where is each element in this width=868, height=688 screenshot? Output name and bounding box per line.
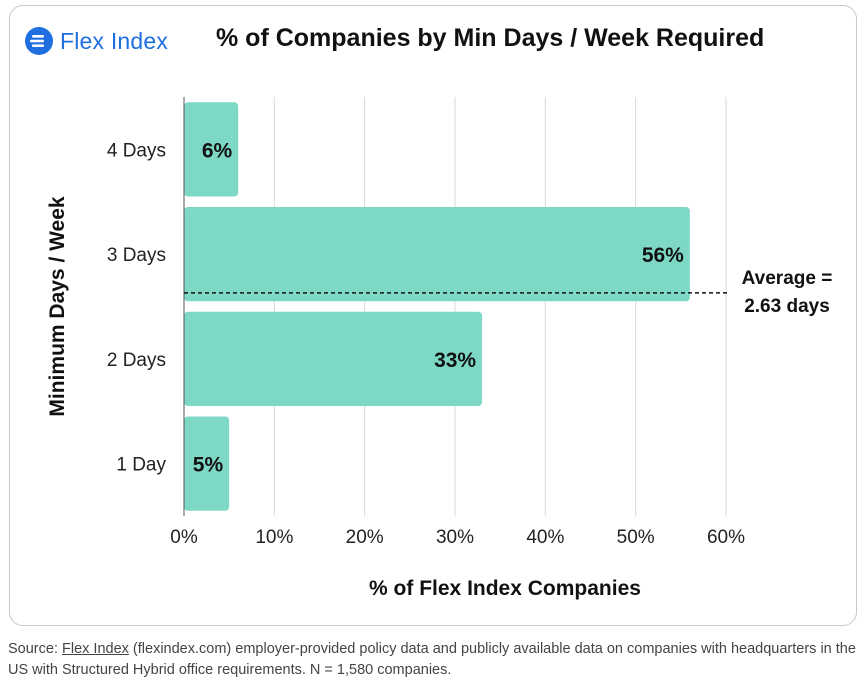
y-axis-label: Minimum Days / Week [46, 196, 69, 417]
category-label: 4 Days [107, 140, 166, 161]
bar [184, 311, 483, 407]
bar-value-label: 56% [642, 244, 684, 267]
x-axis-label: % of Flex Index Companies [369, 577, 641, 600]
category-label: 2 Days [107, 350, 166, 371]
bar-chart: 6% 4 Days 56% 3 Days 33% 2 Days 5% 1 Day 0% 10% 20… [46, 97, 833, 600]
x-tick-label: 60% [707, 527, 745, 548]
bar [184, 206, 690, 302]
flex-index-logo-icon [25, 27, 53, 55]
category-label: 1 Day [116, 455, 166, 476]
chart-title: % of Companies by Min Days / Week Requir… [216, 24, 765, 52]
average-label-line2: 2.63 days [744, 296, 830, 317]
source-prefix: Source: [8, 641, 62, 657]
bar [184, 416, 230, 511]
bar-value-label: 33% [434, 349, 476, 372]
bar-value-label: 6% [202, 139, 233, 162]
x-tick-label: 10% [255, 527, 293, 548]
bar-value-label: 5% [193, 454, 224, 477]
x-tick-label: 20% [346, 527, 384, 548]
source-link[interactable]: Flex Index [62, 641, 129, 657]
bar [184, 102, 239, 197]
category-label: 3 Days [107, 245, 166, 266]
logo-text: Flex Index [60, 27, 169, 54]
x-tick-label: 40% [526, 527, 564, 548]
x-tick-label: 0% [170, 527, 198, 548]
flex-index-logo: Flex Index [24, 26, 168, 56]
x-tick-label: 50% [617, 527, 655, 548]
average-label-line1: Average = [742, 268, 833, 289]
source-note: Source: Flex Index (flexindex.com) emplo… [8, 639, 864, 681]
source-text: (flexindex.com) employer-provided policy… [8, 641, 856, 678]
x-tick-label: 30% [436, 527, 474, 548]
